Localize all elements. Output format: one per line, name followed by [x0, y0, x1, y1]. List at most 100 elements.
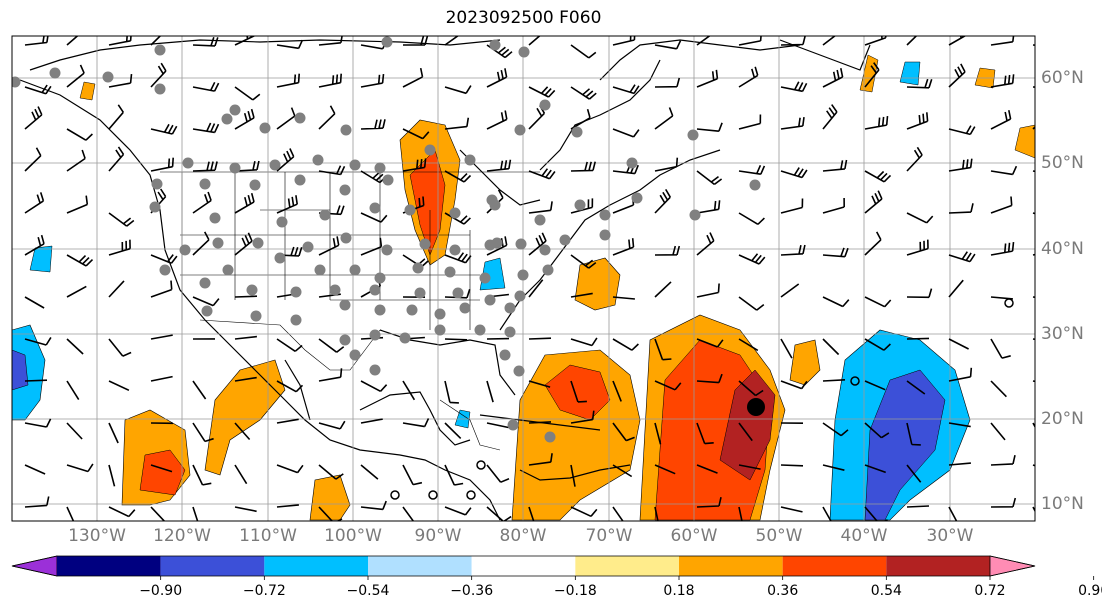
wind-barb	[108, 104, 124, 130]
wind-barb	[990, 497, 1017, 508]
wind-barb	[570, 292, 593, 298]
wind-barb	[696, 232, 715, 256]
wind-barb	[318, 338, 345, 353]
wind-barb	[108, 280, 125, 298]
wind-barb	[276, 380, 304, 393]
wind-barb	[276, 418, 299, 424]
wind-barb	[948, 422, 971, 428]
wind-barb	[696, 200, 721, 214]
colorbar-segment	[886, 556, 990, 576]
wind-barb	[654, 188, 671, 214]
wind-barb	[822, 296, 850, 308]
station-dot	[484, 294, 496, 306]
wind-barb	[108, 464, 116, 487]
station-dot	[201, 305, 213, 317]
colorbar-tick-label: 0.36	[767, 583, 799, 599]
colorbar-extend-high	[989, 555, 1036, 577]
longitude-label: 70°W	[585, 526, 633, 546]
wind-barb	[192, 231, 210, 256]
station-dot	[518, 46, 530, 58]
wind-barb	[66, 338, 84, 355]
station-dot	[599, 229, 611, 241]
wind-barb	[276, 195, 298, 214]
wind-barb	[990, 380, 1007, 398]
wind-barb	[864, 231, 882, 256]
wind-barb	[150, 157, 174, 172]
station-dot	[412, 262, 424, 274]
station-dot	[102, 71, 114, 83]
wind-barb	[360, 500, 387, 511]
colorbar-tick-label: 0.90	[1078, 583, 1102, 599]
wind-barb	[570, 161, 596, 172]
wind-barb	[192, 506, 199, 521]
station-dot	[424, 144, 436, 156]
station-dot	[504, 326, 516, 338]
wind-barb	[696, 283, 720, 298]
station-dot	[250, 310, 262, 322]
station-dot	[513, 365, 525, 377]
wind-barb	[696, 36, 711, 46]
station-dot	[209, 212, 221, 224]
station-dot	[269, 159, 281, 171]
station-dot	[574, 199, 586, 211]
station-dot	[382, 174, 394, 186]
wind-barb	[864, 116, 889, 130]
station-dot	[687, 129, 699, 141]
wind-barb	[822, 422, 849, 437]
wind-barb	[24, 192, 45, 214]
wind-barb	[738, 36, 762, 46]
longitude-label: 80°W	[499, 526, 547, 546]
station-dot	[276, 216, 288, 228]
station-dot	[414, 287, 426, 299]
wind-barb	[150, 464, 173, 473]
wind-barb	[192, 422, 214, 443]
wind-barb	[528, 168, 556, 180]
station-dot	[489, 199, 501, 211]
wind-barb	[864, 296, 892, 308]
wind-barb	[906, 146, 923, 172]
wind-barb	[486, 464, 510, 483]
colorbar-tick-label: −0.36	[450, 583, 494, 599]
station-dot	[12, 76, 21, 88]
wind-barb	[444, 170, 472, 183]
longitude-label: 60°W	[670, 526, 718, 546]
wind-barb	[528, 337, 552, 340]
wind-barb	[738, 506, 743, 521]
wind-barb	[24, 496, 50, 508]
station-dot	[626, 157, 638, 169]
latitude-label: 20°N	[1041, 409, 1084, 429]
wind-barb	[66, 285, 87, 298]
colorbar-extend-low	[11, 555, 58, 577]
wind-barb	[486, 380, 494, 403]
wind-barb	[948, 203, 974, 214]
station-dot	[374, 304, 386, 316]
station-dot	[381, 36, 393, 48]
wind-barb	[150, 375, 173, 382]
station-dot	[314, 264, 326, 276]
wind-barb	[654, 245, 681, 256]
wind-barb	[444, 36, 460, 46]
wind-barb	[276, 246, 303, 257]
station-dot	[534, 214, 546, 226]
wind-barb	[822, 247, 849, 258]
wind-barb	[276, 148, 295, 172]
wind-barb	[444, 117, 470, 130]
station-dot	[434, 308, 446, 320]
station-dot	[464, 154, 476, 166]
wind-barb	[948, 251, 976, 263]
station-dot	[182, 157, 194, 169]
wind-barb	[948, 367, 973, 382]
station-dot	[221, 113, 233, 125]
wind-barb	[486, 422, 509, 429]
station-dot	[514, 290, 526, 302]
figure-title: 2023092500 F060	[445, 8, 602, 28]
wind-barb	[612, 36, 636, 46]
station-dot	[444, 266, 456, 278]
wind-barb	[192, 122, 220, 134]
wind-barb	[822, 68, 844, 88]
wind-barb	[990, 455, 1016, 466]
longitude-label: 100°W	[324, 526, 382, 546]
wind-barb	[528, 506, 535, 521]
wind-barb	[654, 40, 682, 50]
wind-barb	[150, 123, 178, 135]
